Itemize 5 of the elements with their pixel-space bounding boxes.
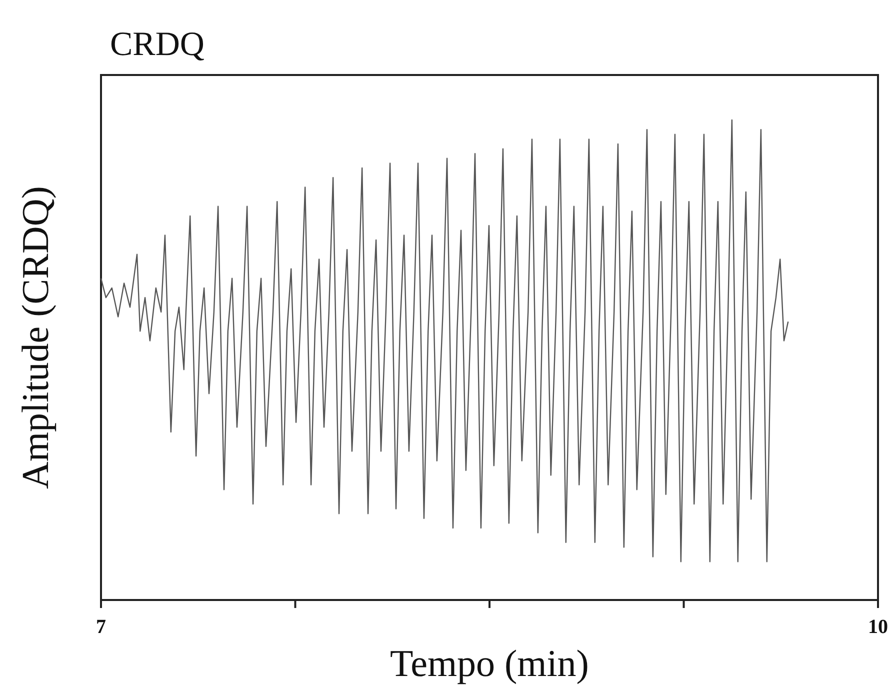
- chart-title: CRDQ: [110, 26, 204, 63]
- x-axis-title: Tempo (min): [390, 643, 589, 685]
- x-tick-label: 7: [96, 616, 106, 638]
- x-tick-label: 10: [868, 616, 888, 638]
- y-axis-title: Amplitude (CRDQ): [15, 186, 57, 489]
